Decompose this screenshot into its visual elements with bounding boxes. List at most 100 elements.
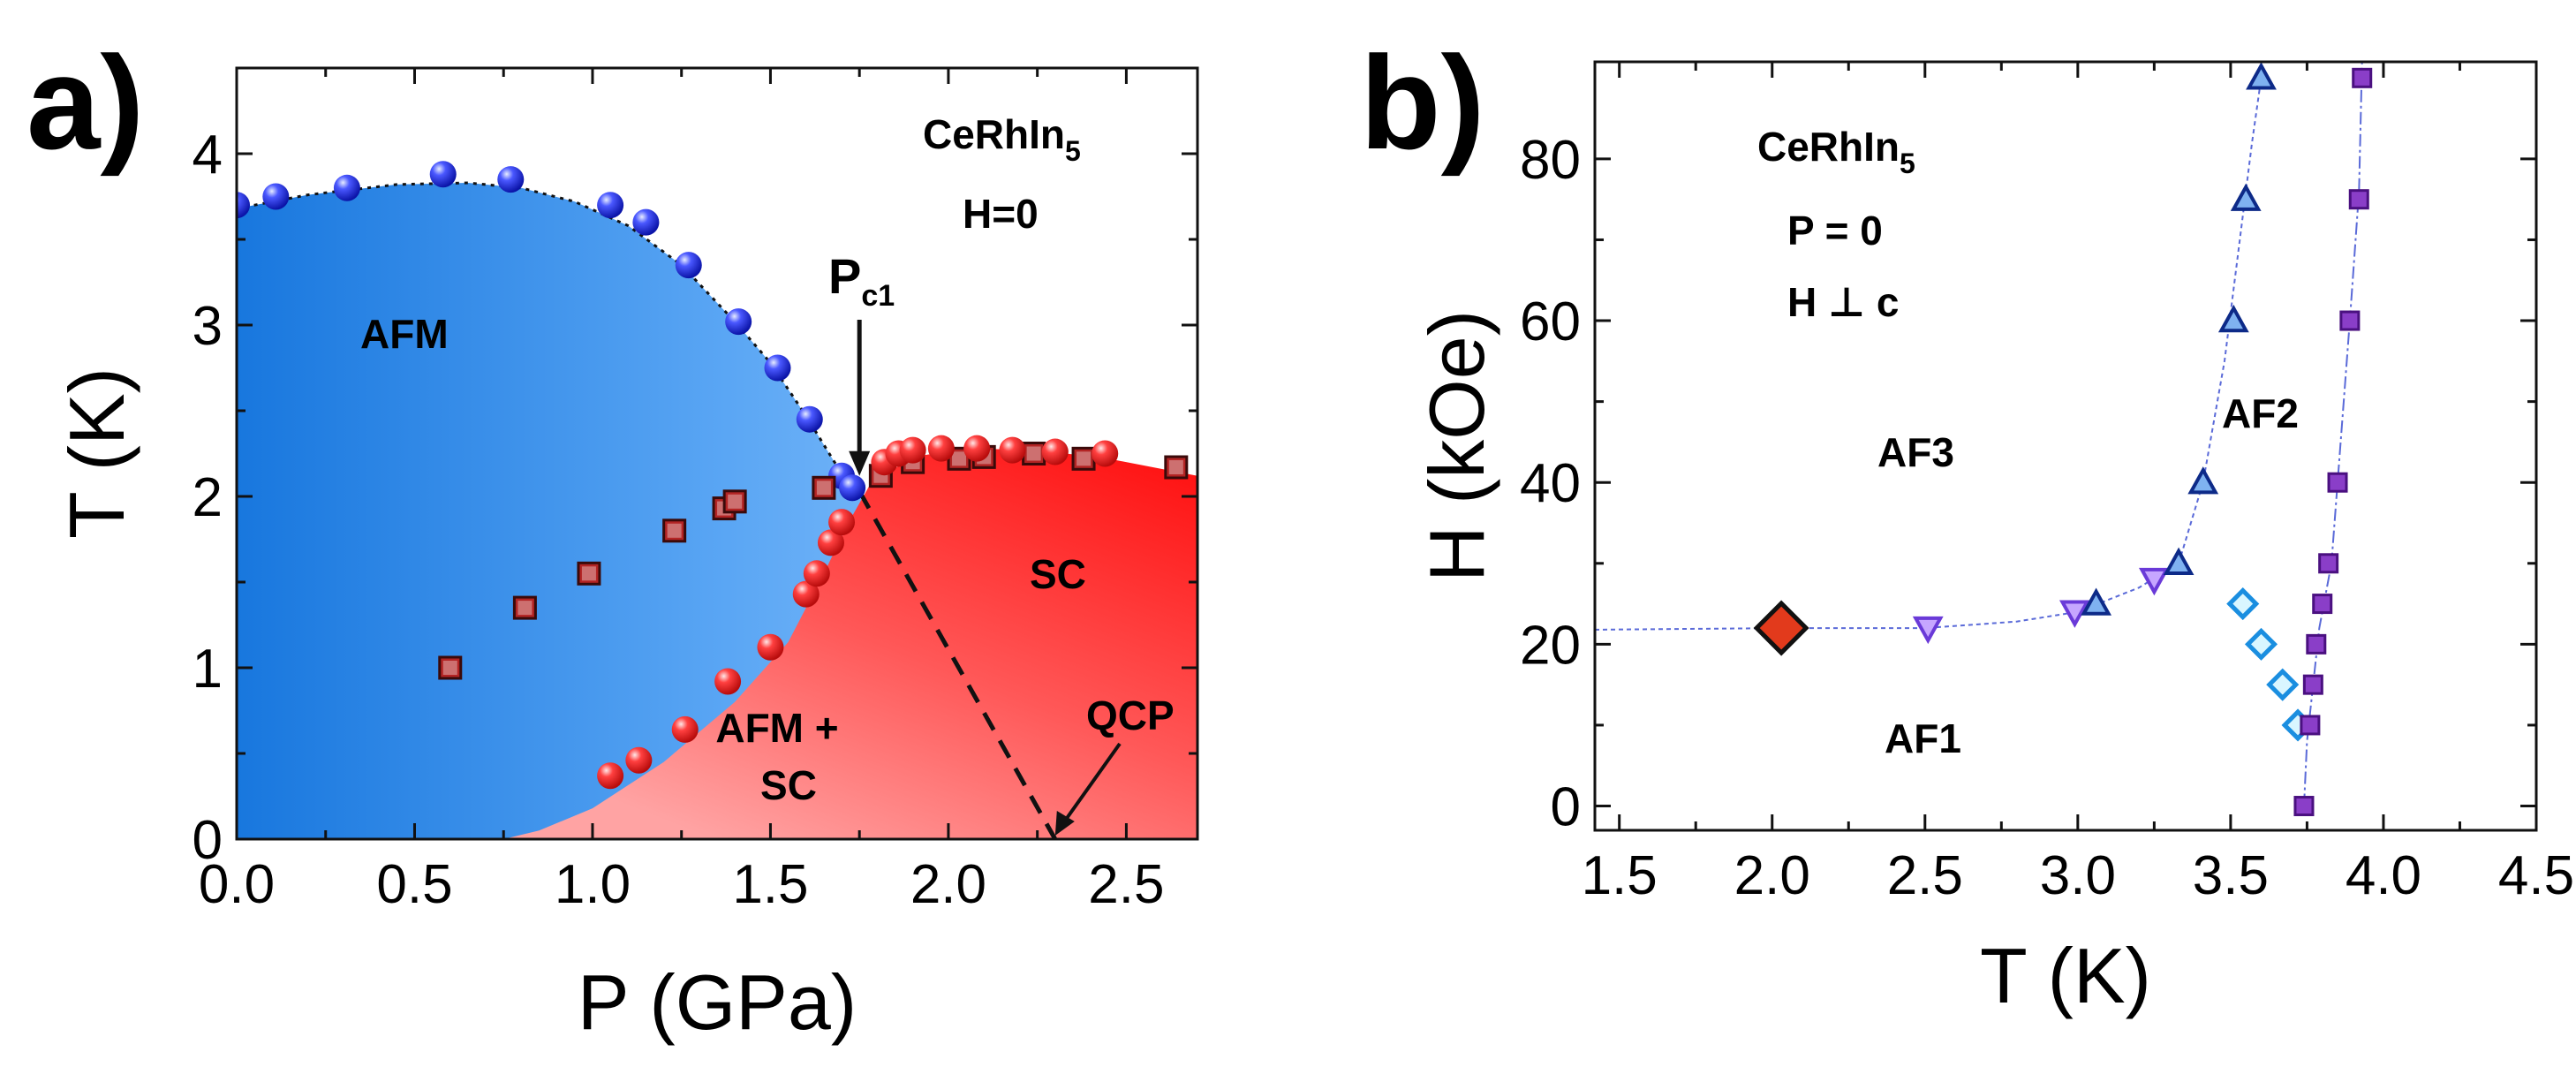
sphere-point: [632, 208, 660, 236]
sphere-point: [625, 746, 653, 774]
panel-b: b) 1.5 2.0 2.5 3.0 3.5 4.0 4.5 0 20 40 60 80 CeRhIn…: [1360, 28, 2574, 1019]
sphere-point: [597, 192, 624, 219]
y-tick-label: 3: [193, 296, 223, 357]
y-tick-label: 60: [1520, 291, 1581, 352]
triangle-up-point: [2246, 62, 2277, 90]
y-tick-label: 40: [1520, 453, 1581, 514]
af1-label: AF1: [1885, 715, 1961, 761]
y-tick-label: 4: [193, 125, 223, 185]
square-point: [2318, 553, 2339, 574]
sphere-point: [675, 252, 702, 279]
square-point-highlight: [1076, 451, 1092, 466]
square-point-highlight: [442, 661, 457, 675]
a-compound-label: CeRhIn5: [923, 111, 1081, 167]
square-point-highlight: [517, 601, 533, 616]
b-field-dir-label: H ⊥ c: [1787, 279, 1899, 325]
square-point: [2300, 715, 2321, 736]
panel-a: a) 0.0 0.5 1.0 1.5 2.0 2.5 0 1 2 3 4 CeRhIn5 H=0 A…: [26, 28, 1199, 1046]
b-y-axis-title: H (kOe): [1413, 310, 1500, 582]
x-tick-label: 2.0: [1734, 845, 1810, 906]
square-point: [577, 561, 601, 586]
panel-a-frame: [235, 66, 1199, 841]
sphere-point: [497, 166, 525, 193]
x-tick-label: 2.5: [1088, 854, 1164, 915]
square-point-highlight: [581, 566, 596, 581]
y-tick-label: 20: [1520, 615, 1581, 676]
square-point: [2339, 310, 2361, 331]
square-point-highlight: [728, 494, 743, 509]
sphere-point: [237, 192, 250, 219]
square-point-highlight: [1026, 446, 1041, 461]
qcp-dashed-line: [857, 489, 1057, 839]
pc1-label: Pc1: [828, 248, 895, 313]
x-tick-label: 2.5: [1887, 845, 1963, 906]
afm-sc-label-line1: AFM +: [715, 705, 838, 751]
diamond-point: [2244, 627, 2278, 661]
square-point-highlight: [1168, 460, 1183, 475]
panel-b-frame: [1593, 60, 2538, 832]
y-tick-label: 80: [1520, 130, 1581, 191]
panel-a-label: a): [26, 28, 144, 177]
x-tick-label: 0.0: [199, 854, 275, 915]
square-point: [812, 475, 836, 500]
sphere-point: [792, 580, 820, 608]
sphere-point: [714, 668, 742, 695]
sphere-point: [725, 308, 752, 336]
sphere-point: [927, 435, 955, 462]
b-compound-label: CeRhIn5: [1757, 124, 1915, 179]
af1-af3-boundary: [1595, 562, 2179, 631]
square-point: [2302, 674, 2323, 695]
x-tick-label: 1.0: [555, 854, 631, 915]
afm-sc-label-line2: SC: [760, 762, 817, 808]
x-tick-label: 1.5: [1582, 845, 1658, 906]
square-point: [438, 655, 463, 680]
square-point-highlight: [667, 523, 682, 538]
sphere-point: [839, 474, 866, 502]
triangle-down-point: [2059, 600, 2090, 628]
square-point: [2348, 189, 2369, 210]
square-point: [2327, 472, 2348, 493]
x-tick-label: 3.5: [2193, 845, 2269, 906]
y-tick-label: 0: [1551, 777, 1581, 838]
triangle-up-point: [2081, 587, 2112, 616]
sphere-point: [1092, 440, 1119, 467]
sphere-point: [999, 436, 1026, 464]
x-tick-label: 2.0: [910, 854, 986, 915]
x-tick-label: 3.0: [2040, 845, 2116, 906]
af2-af3-boundary: [2178, 78, 2262, 564]
sphere-point: [262, 183, 290, 210]
sphere-point: [803, 560, 830, 587]
sphere-point: [796, 405, 823, 433]
square-point: [2352, 67, 2373, 88]
qcp-arrow-head: [1054, 811, 1075, 836]
qcp-arrow: [1064, 742, 1122, 821]
square-point: [2306, 633, 2327, 655]
sphere-point: [597, 762, 624, 790]
diamond-point: [2226, 587, 2260, 621]
sphere-point: [817, 529, 844, 556]
x-tick-label: 1.5: [732, 854, 808, 915]
sphere-point: [757, 633, 784, 661]
x-tick-label: 0.5: [376, 854, 452, 915]
sphere-point: [828, 509, 856, 536]
sphere-point: [764, 354, 791, 382]
square-point: [2293, 796, 2315, 817]
sphere-point: [333, 174, 360, 201]
sphere-point: [963, 435, 991, 462]
af2-label: AF2: [2222, 390, 2299, 436]
triangle-up-point: [2230, 183, 2262, 211]
afm-label: AFM: [360, 311, 449, 357]
af3-label: AF3: [1877, 429, 1954, 475]
diamond-point: [2266, 668, 2300, 701]
y-tick-label: 1: [193, 639, 223, 700]
sphere-point: [671, 715, 699, 743]
sc-label: SC: [1030, 551, 1086, 597]
x-tick-label: 4.5: [2498, 845, 2574, 906]
big-diamond-point: [1753, 600, 1809, 656]
a-y-axis-title: T (K): [53, 367, 140, 539]
square-point-highlight: [952, 451, 967, 466]
y-tick-label: 0: [193, 810, 223, 871]
a-x-axis-title: P (GPa): [578, 958, 857, 1046]
triangle-down-point: [2138, 567, 2170, 596]
x-tick-label: 4.0: [2346, 845, 2421, 906]
